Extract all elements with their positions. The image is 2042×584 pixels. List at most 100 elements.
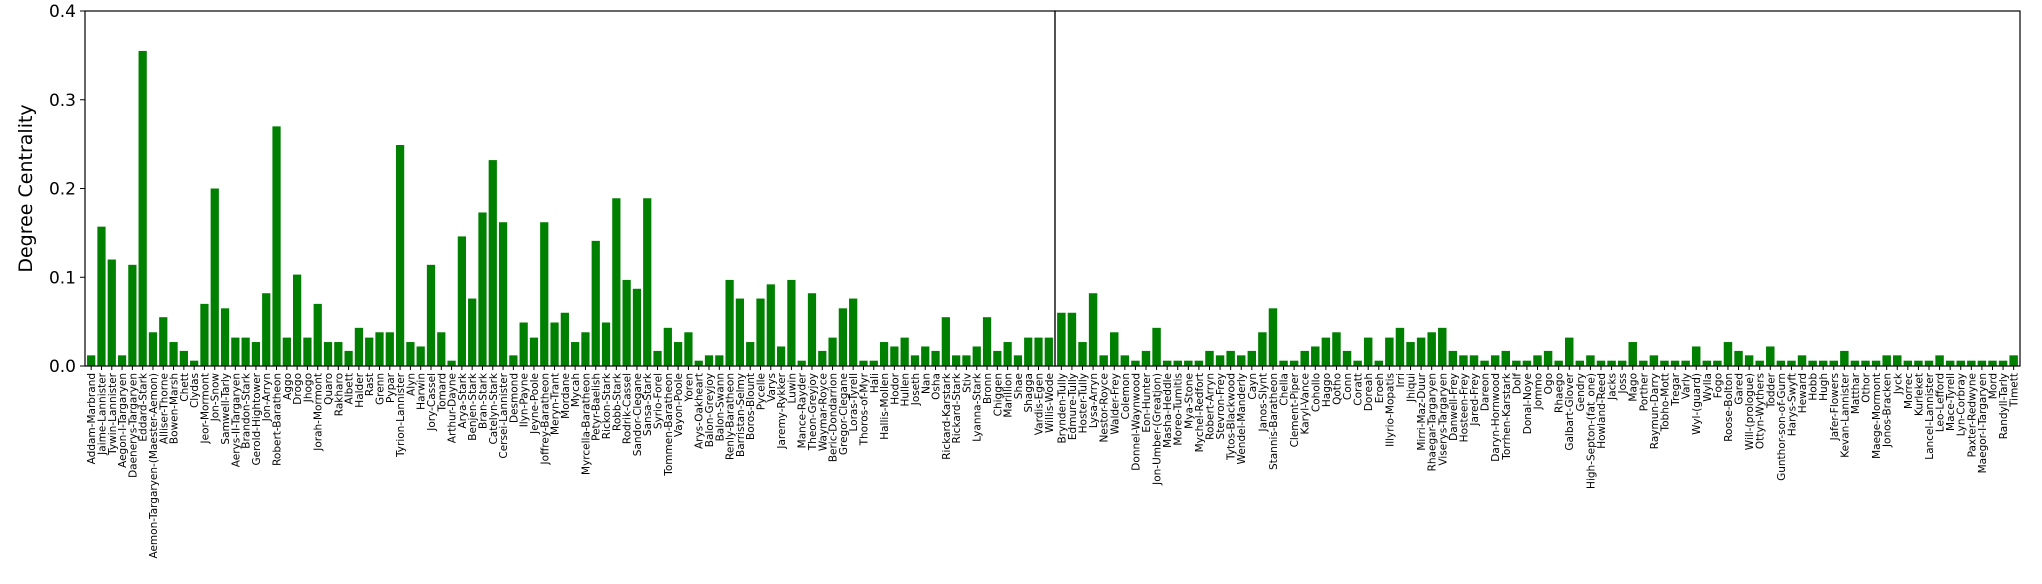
x-tick-label: Maege-Mormont — [1871, 373, 1883, 459]
x-tick-label: Cohollo — [1310, 373, 1322, 412]
x-tick-label: Clement-Piper — [1289, 372, 1301, 447]
bar — [457, 236, 466, 366]
bar — [715, 355, 724, 366]
bar — [1998, 360, 2008, 366]
x-tick-label: Heward — [1797, 373, 1809, 413]
x-tick-label: Galbart-Glover — [1564, 372, 1576, 450]
x-tick-label: Robert-Arryn — [1204, 373, 1216, 440]
bar — [622, 279, 631, 366]
x-tick-label: Leo-Lefford — [1935, 373, 1947, 432]
bar — [1787, 360, 1796, 366]
bar — [807, 293, 817, 366]
x-tick-label: Jonos-Bracken — [1882, 373, 1894, 448]
x-tick-label: Robert-Baratheon — [272, 373, 284, 466]
x-tick-label: Mord — [1987, 373, 1999, 399]
x-tick-label: Benjen-Stark — [467, 372, 479, 441]
x-tick-label: Nestor-Royce — [1099, 373, 1111, 442]
bar — [1554, 360, 1563, 366]
x-tick-label: Willis-Wode — [1044, 373, 1056, 433]
x-tick-label: Maegor-I-Targaryen — [1977, 373, 1989, 473]
x-tick-label: Jafer-Flowers — [1829, 373, 1841, 441]
bar — [591, 240, 600, 366]
bar — [931, 350, 940, 366]
x-tick-label: Hobb — [1808, 373, 1820, 401]
x-tick-label: Randyll-Tarly — [1998, 373, 2010, 439]
x-tick-label: Rickard-Stark — [951, 372, 963, 443]
bar — [818, 350, 827, 366]
bar — [2009, 355, 2018, 366]
x-tick-label: Irri — [1395, 373, 1407, 387]
bar — [1565, 337, 1574, 366]
x-tick-label: Will-(prologue) — [1744, 373, 1756, 450]
x-tick-label: Joffrey-Baratheon — [539, 373, 551, 465]
bar — [334, 342, 343, 366]
bar — [550, 322, 559, 366]
bar — [1099, 355, 1108, 366]
bar — [117, 355, 127, 366]
bar — [684, 332, 693, 366]
x-tick-label: Stannis-Baratheon — [1268, 373, 1280, 470]
bar — [365, 337, 374, 366]
x-tick-label: Gregor-Clegane — [838, 373, 850, 455]
x-tick-label: Catelyn-Stark — [488, 372, 500, 444]
x-tick-label: Joss — [1617, 373, 1629, 394]
bar — [509, 355, 518, 366]
x-tick-label: Aggo — [282, 373, 294, 400]
x-tick-label: Mychel-Redfort — [1194, 373, 1206, 452]
x-tick-label: Grenn — [375, 373, 387, 405]
x-tick-label: Syrio-Forel — [653, 373, 665, 429]
x-tick-label: Eon-Hunter — [1141, 372, 1153, 432]
x-tick-label: Morrec — [1903, 373, 1915, 409]
x-tick-label: Sandor-Clegane — [632, 373, 644, 456]
x-tick-label: Vayon-Poole — [673, 373, 685, 437]
bar — [725, 279, 734, 366]
x-tick-label: Cersei-Lannister — [498, 372, 510, 458]
bar — [1850, 360, 1860, 366]
x-tick-label: Pypar — [385, 372, 397, 403]
bar — [190, 360, 199, 366]
x-tick-label: Quaro — [323, 373, 335, 405]
x-tick-label: Beric-Dondarrion — [828, 373, 840, 462]
bar — [1903, 360, 1913, 366]
bar — [1649, 355, 1659, 366]
x-tick-label: Daryn-Hornwood — [1490, 373, 1502, 462]
bar — [169, 342, 178, 366]
bar — [859, 360, 868, 366]
x-tick-label: Rickon-Stark — [601, 372, 613, 439]
x-tick-label: Cayn — [1247, 373, 1259, 400]
bar — [849, 298, 858, 366]
x-tick-label: Danwell-Frey — [1448, 373, 1460, 441]
bar — [797, 360, 806, 366]
x-tick-label: Othor — [1861, 372, 1873, 402]
bar — [982, 317, 992, 366]
x-tick-label: Jyck — [1892, 372, 1904, 395]
x-tick-label: Walder-Frey — [1109, 373, 1121, 435]
bar — [890, 346, 899, 366]
x-tick-label: Masha-Heddle — [1162, 373, 1174, 448]
x-tick-label: Tregar — [1670, 372, 1682, 407]
bar — [1871, 360, 1881, 366]
x-tick-label: Varys — [766, 373, 778, 402]
bar — [468, 298, 477, 366]
x-tick-label: Haggo — [1321, 373, 1333, 407]
bar — [1184, 360, 1193, 366]
bar — [1755, 360, 1764, 366]
bar — [571, 342, 580, 366]
x-tick-label: Vardis-Egen — [1034, 373, 1046, 435]
bar — [375, 332, 384, 366]
x-tick-label: Joseth — [910, 373, 922, 406]
bar — [1818, 360, 1828, 366]
bar — [1702, 360, 1712, 366]
x-tick-label: Todder — [1765, 372, 1777, 409]
bar — [1670, 360, 1680, 366]
y-tick-label: 0.1 — [49, 268, 76, 288]
bar — [1490, 355, 1500, 366]
bar — [1840, 350, 1849, 366]
x-tick-label: Porther — [1638, 372, 1650, 411]
bar — [416, 346, 425, 366]
bar — [601, 322, 611, 366]
x-tick-label: Chett — [179, 373, 191, 402]
x-tick-label: Colemon — [1120, 373, 1132, 419]
x-tick-label: Theon-Greyjoy — [807, 373, 819, 451]
bar — [251, 342, 261, 366]
